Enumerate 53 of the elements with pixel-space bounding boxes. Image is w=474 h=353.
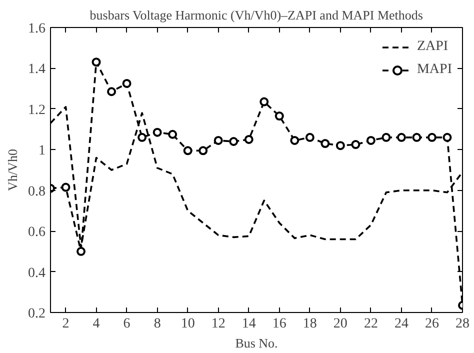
y-tick-label: 1.2 [28, 102, 46, 118]
x-tick-label: 16 [272, 316, 286, 332]
point [122, 78, 132, 88]
x-tick-label: 12 [211, 316, 226, 332]
x-tick-label: 2 [62, 316, 70, 332]
point [107, 87, 116, 96]
x-tick-label: 18 [302, 316, 317, 332]
point [442, 132, 452, 142]
x-tick-label: 22 [364, 316, 378, 332]
legend-label: MAPI [416, 62, 452, 78]
point [260, 97, 269, 106]
point [274, 112, 284, 121]
point [198, 146, 208, 156]
point [382, 132, 391, 142]
x-tick-label: 8 [154, 316, 161, 332]
y-tick-label: 0.4 [28, 266, 46, 281]
legend-label: ZAPI [416, 39, 448, 55]
x-tick-label: 24 [394, 316, 408, 332]
point [244, 134, 254, 144]
x-tick-label: 6 [123, 316, 130, 332]
x-tick-label: 14 [242, 316, 256, 332]
y-tick-label: 1.6 [28, 22, 46, 36]
point [214, 136, 223, 145]
x-tick-label: 26 [424, 316, 439, 332]
point [290, 136, 300, 145]
y-tick-label: 1.4 [28, 62, 46, 78]
chart-title: busbars Voltage Harmonic (Vh/Vh0)–ZAPI and MAPI Methods [90, 8, 423, 22]
x-tick-label: 10 [180, 316, 195, 332]
point [427, 132, 436, 142]
point [351, 140, 360, 150]
point [61, 182, 70, 192]
point [183, 146, 192, 156]
point [396, 132, 406, 142]
point [320, 139, 330, 148]
x-tick-label: 4 [92, 316, 100, 332]
x-tick-label: 28 [456, 316, 470, 332]
y-tick-label: 1 [38, 144, 46, 159]
x-tick-label: 20 [333, 316, 348, 332]
y-tick-label: 0.6 [28, 225, 46, 240]
point [152, 128, 162, 137]
y-tick-label: 0.8 [28, 184, 46, 200]
point [92, 58, 101, 67]
y-axis-title: Vh/Vh0 [5, 149, 20, 191]
x-axis-title: Bus No. [235, 336, 278, 350]
point [412, 132, 422, 142]
point [76, 246, 86, 256]
point [336, 141, 345, 150]
point [229, 137, 238, 146]
point [168, 130, 178, 139]
point [305, 132, 314, 142]
y-tick-label: 0.2 [28, 306, 46, 322]
point [366, 136, 376, 145]
point [138, 132, 147, 142]
